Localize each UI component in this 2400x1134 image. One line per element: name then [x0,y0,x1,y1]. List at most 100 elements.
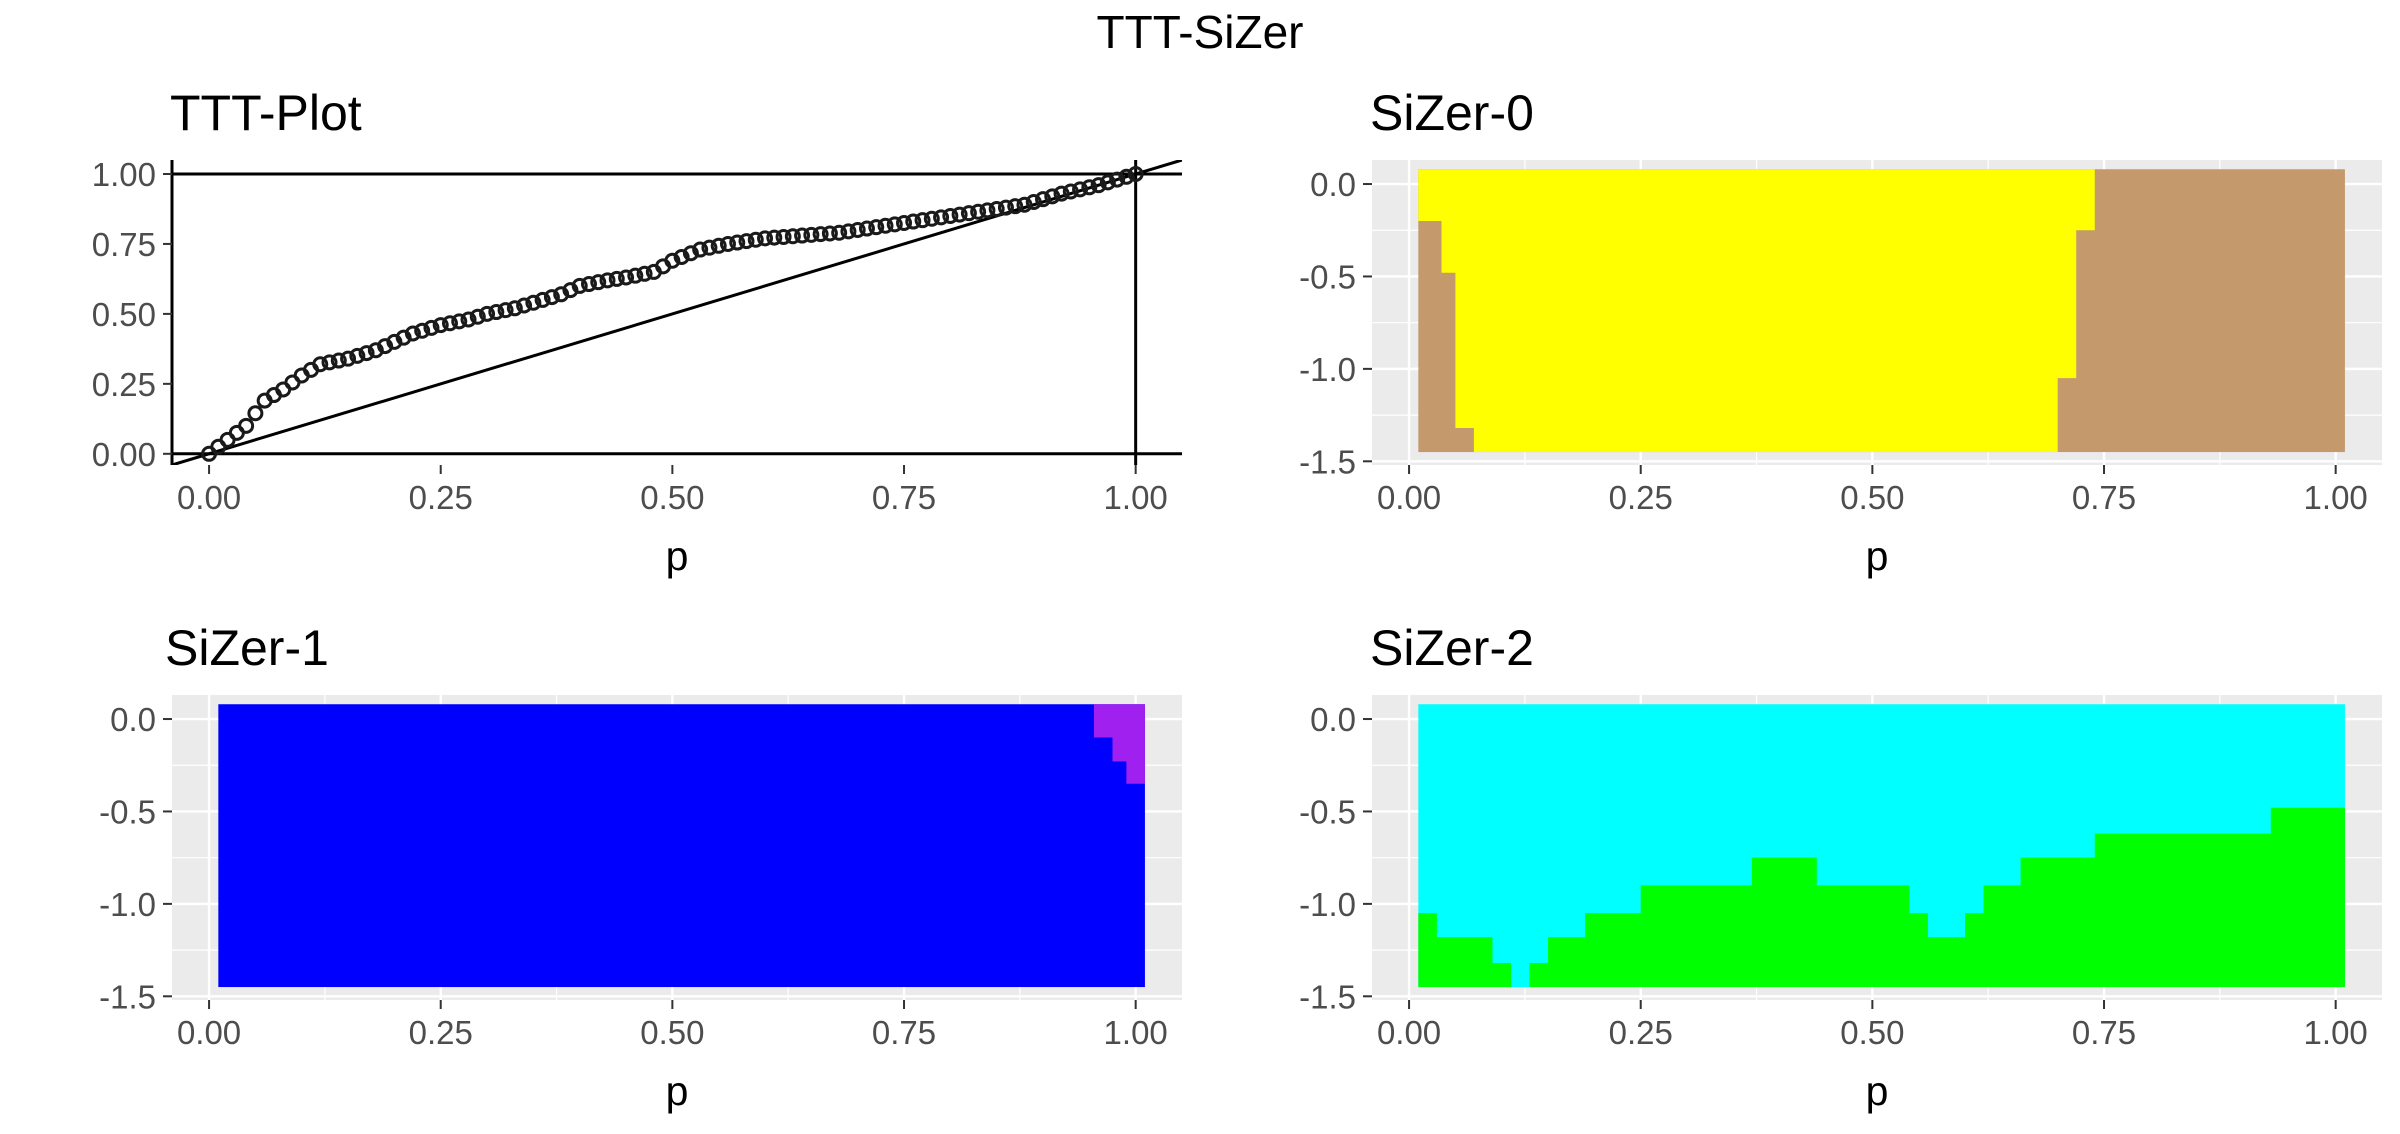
ttt-point [543,289,560,306]
ttt-point [238,417,255,434]
ttt-point [840,223,857,240]
reference-lines [172,160,1182,465]
ttt-point [599,272,616,289]
ttt-point [330,352,347,369]
ttt-plot-title: TTT-Plot [170,85,362,141]
x-tick-label: 1.00 [1104,479,1168,516]
ttt-point [636,265,653,282]
ttt-point [590,274,607,291]
ttt-point [340,350,357,367]
ttt-point [997,199,1014,216]
ttt-points [201,165,1144,462]
ttt-point [423,319,440,336]
y-tick-label: -1.5 [1299,978,1356,1015]
ttt-point [701,239,718,256]
sizer-region-0 [1418,807,2345,988]
y-tick-label: -0.5 [1299,793,1356,830]
ttt-point [886,216,903,233]
ttt-point [831,224,848,241]
ttt-point [775,228,792,245]
ttt-point [812,226,829,243]
ttt-point [349,347,366,364]
ttt-point [627,267,644,284]
ttt-point [469,308,486,325]
x-tick-label: 1.00 [1104,1014,1168,1051]
x-tick-label: 0.00 [1377,1014,1441,1051]
ttt-point [960,205,977,222]
ttt-point [766,229,783,246]
ttt-point [321,354,338,371]
ttt-point [664,252,681,269]
ttt-point [414,322,431,339]
ttt-point [905,213,922,230]
ttt-point [868,219,885,236]
ttt-point [896,214,913,231]
ttt-point [1099,174,1116,191]
sizer-0-panel: SiZer-0 0.00 0.25 0.50 0.75 1.00 0.0 -0.5 -1.0 -… [1299,85,2382,579]
ttt-point [404,325,421,342]
y-tick-label: 0.50 [92,296,156,333]
ttt-point [1035,191,1052,208]
ttt-point [618,269,635,286]
ttt-point [608,270,625,287]
sizer-0-title: SiZer-0 [1370,85,1534,141]
x-tick-label: 0.50 [1840,479,1904,516]
x-tick-label: 0.25 [409,479,473,516]
ttt-point [757,230,774,247]
ttt-point [794,227,811,244]
x-tick-label: 1.00 [2304,479,2368,516]
ttt-point [525,294,542,311]
x-tick-label: 0.50 [640,479,704,516]
y-tick-label: 1.00 [92,156,156,193]
ttt-point [312,356,329,373]
ttt-point [747,231,764,248]
y-tick-label: -1.5 [99,978,156,1015]
ttt-point [673,249,690,266]
y-tick-label: 0.00 [92,436,156,473]
ttt-point [729,234,746,251]
y-tick-label: -1.0 [1299,351,1356,388]
ttt-point [970,203,987,220]
ttt-point [571,277,588,294]
x-tick-label: 0.25 [409,1014,473,1051]
y-tick-label: -1.0 [99,886,156,923]
ttt-point [460,311,477,328]
x-tick-label: 0.75 [2072,479,2136,516]
ttt-point [479,305,496,322]
ttt-point [738,233,755,250]
ttt-point [358,345,375,362]
ttt-point [923,210,940,227]
ttt-point [784,228,801,245]
ttt-point [877,217,894,234]
x-tick-label: 1.00 [2304,1014,2368,1051]
ttt-point [710,237,727,254]
x-tick-label: 0.25 [1609,1014,1673,1051]
ttt-point [1062,183,1079,200]
figure-title: TTT-SiZer [1097,6,1304,58]
ttt-point [432,317,449,334]
sizer-region-0 [1093,704,1145,784]
y-tick-label: 0.0 [110,701,156,738]
ttt-point [849,221,866,238]
ttt-point [821,225,838,242]
y-tick-label: 0.75 [92,226,156,263]
ttt-point [534,291,551,308]
y-tick-label: 0.0 [1310,701,1356,738]
sizer-2-panel: SiZer-2 0.00 0.25 0.50 0.75 1.00 0.0 -0.5 -1.0 -… [1299,620,2382,1114]
ttt-point [516,297,533,314]
x-tick-label: 0.75 [872,479,936,516]
ttt-point [451,313,468,330]
x-tick-label: 0.75 [872,1014,936,1051]
x-tick-label: 0.00 [1377,479,1441,516]
x-tick-label: 0.00 [177,479,241,516]
sizer-2-title: SiZer-2 [1370,620,1534,676]
ttt-point [988,200,1005,217]
y-tick-label: -0.5 [99,793,156,830]
x-axis-title: p [1866,1068,1889,1114]
ttt-point [1118,168,1135,185]
ttt-point [1053,185,1070,202]
ttt-point [803,226,820,243]
x-tick-label: 0.25 [1609,479,1673,516]
ttt-point [1127,165,1144,182]
